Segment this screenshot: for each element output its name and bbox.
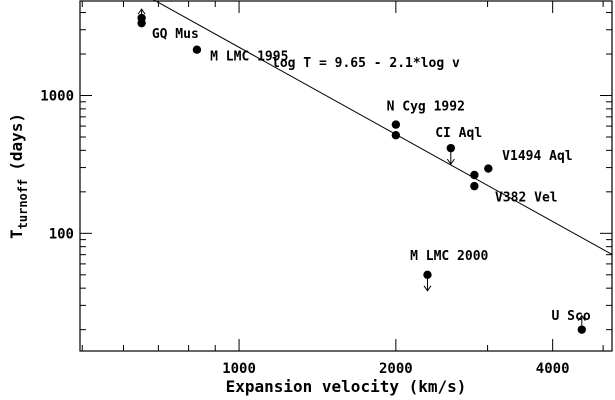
y-tick-label: 1000 (40, 89, 74, 105)
data-point (470, 170, 479, 180)
data-point (470, 181, 479, 191)
point-label: CI Aql (435, 126, 482, 141)
plot-frame (79, 0, 613, 352)
data-point (192, 45, 202, 54)
data-point (137, 18, 146, 28)
point-label: GQ Mus (152, 27, 199, 42)
y-tick-label: 100 (49, 226, 74, 242)
axis-ticks (80, 1, 612, 351)
point-annotations: GQ Mus M LMC 1995 N Cyg 1992 CI Aql V1494 Aq… (152, 27, 591, 324)
x-axis-title: Expansion velocity (km/s) (226, 377, 467, 396)
point-label: N Cyg 1992 (387, 99, 465, 114)
point-label: M LMC 1995 (210, 49, 288, 64)
y-axis-title-main: T (7, 229, 26, 239)
lower-limit-arrowhead (137, 8, 146, 15)
y-axis-title-subscript: turnoff (16, 179, 30, 230)
point-label: V382 Vel (495, 191, 558, 206)
x-tick-label: 2000 (379, 361, 413, 377)
x-tick-label: 1000 (222, 361, 256, 377)
y-tick-labels: 100 1000 (40, 89, 74, 243)
x-tick-labels: 1000 2000 4000 (222, 361, 569, 377)
fit-line-group (152, 0, 613, 255)
data-point (391, 120, 401, 129)
y-axis-title-unit: (days) (7, 113, 26, 171)
fit-line (152, 0, 613, 255)
x-tick-label: 4000 (536, 361, 570, 377)
data-point (391, 131, 401, 140)
fit-equation: log T = 9.65 - 2.1*log v (272, 56, 460, 71)
data-point (484, 164, 493, 173)
lower-limit-arrowhead (577, 314, 586, 321)
point-label: U Sco (552, 309, 591, 324)
data-points (137, 8, 586, 334)
y-axis-title: Tturnoff (days) (7, 113, 30, 239)
point-label: V1494 Aql (502, 149, 572, 164)
upper-limit-arrowhead (446, 158, 455, 166)
point-label: M LMC 2000 (410, 249, 488, 264)
upper-limit-arrowhead (423, 285, 432, 292)
